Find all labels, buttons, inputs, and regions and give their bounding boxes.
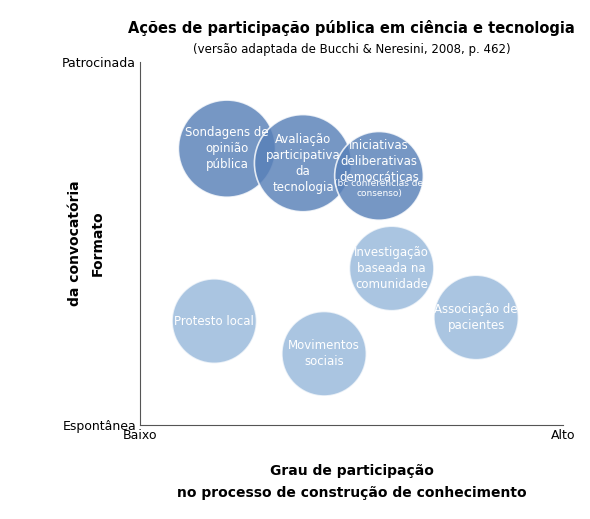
Ellipse shape	[434, 275, 519, 360]
Text: Grau de participação: Grau de participação	[270, 465, 434, 479]
Text: Movimentos
sociais: Movimentos sociais	[288, 339, 360, 368]
Text: Iniciativas
deliberativas
democráticas: Iniciativas deliberativas democráticas	[339, 140, 419, 184]
Text: Investigação
baseada na
comunidade: Investigação baseada na comunidade	[354, 246, 429, 291]
Text: da convocatória: da convocatória	[68, 180, 82, 306]
Ellipse shape	[282, 311, 366, 396]
Text: Avaliação
participativa
da
tecnologia: Avaliação participativa da tecnologia	[266, 133, 340, 194]
Text: Formato: Formato	[91, 210, 105, 276]
Ellipse shape	[178, 100, 276, 197]
Text: Sondagens de
opinião
pública: Sondagens de opinião pública	[185, 126, 269, 171]
Text: (bc conferências de
consenso): (bc conferências de consenso)	[335, 179, 424, 198]
Text: Protesto local: Protesto local	[175, 315, 254, 327]
Text: Ações de participação pública em ciência e tecnologia: Ações de participação pública em ciência…	[128, 20, 575, 36]
Text: (versão adaptada de Bucchi & Neresini, 2008, p. 462): (versão adaptada de Bucchi & Neresini, 2…	[193, 43, 510, 56]
Ellipse shape	[254, 115, 352, 212]
Ellipse shape	[349, 226, 434, 311]
Text: no processo de construção de conhecimento: no processo de construção de conheciment…	[177, 486, 526, 500]
Ellipse shape	[335, 131, 424, 220]
Text: Associação de
pacientes: Associação de pacientes	[434, 303, 518, 332]
Ellipse shape	[172, 279, 257, 363]
